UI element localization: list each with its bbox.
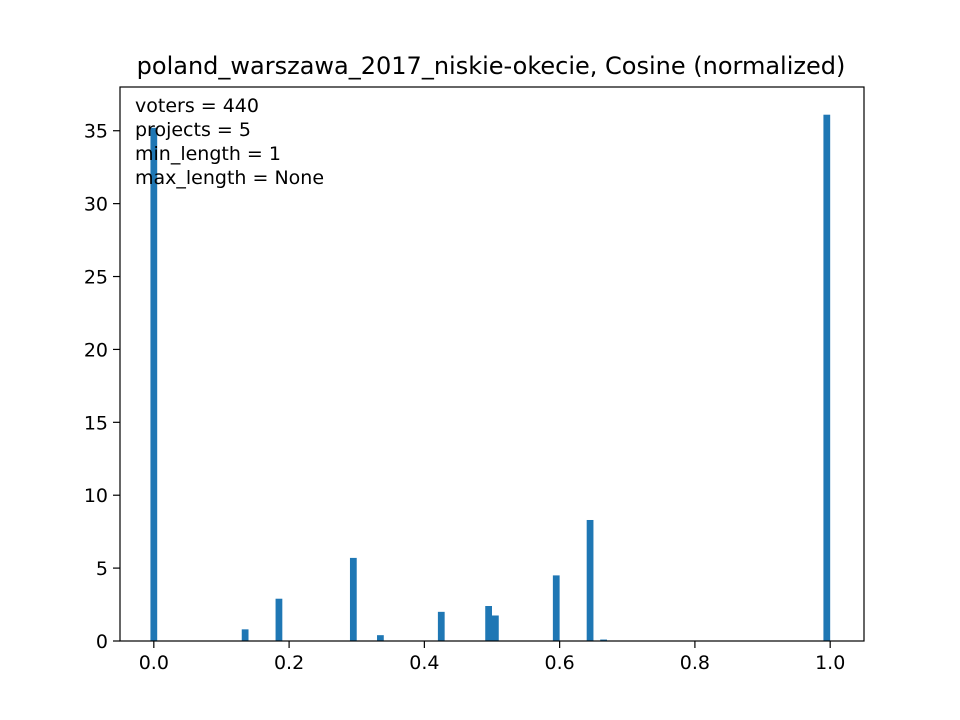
y-tick-label: 20 — [84, 339, 108, 361]
histogram-bar — [437, 611, 445, 641]
histogram-bar — [275, 598, 283, 641]
x-tick-label: 0.4 — [409, 652, 439, 674]
x-tick-label: 0.8 — [680, 652, 710, 674]
stats-annotation-line: projects = 5 — [135, 119, 251, 141]
chart-title: poland_warszawa_2017_niskie-okecie, Cosi… — [137, 52, 846, 80]
y-tick-label: 10 — [84, 485, 108, 507]
histogram-bar — [241, 629, 249, 641]
y-tick-label: 30 — [84, 194, 108, 216]
y-tick-label: 5 — [96, 558, 108, 580]
bars-layer — [150, 114, 831, 641]
histogram-bar — [492, 615, 499, 641]
stats-annotation-line: max_length = None — [135, 167, 324, 189]
axes-frame — [119, 86, 865, 642]
histogram-bar — [377, 635, 384, 641]
histogram-bar — [600, 639, 607, 641]
x-tick-label: 0.6 — [545, 652, 575, 674]
x-tick-label: 1.0 — [815, 652, 845, 674]
histogram-bar — [823, 114, 831, 641]
histogram-bar — [552, 575, 560, 641]
stats-annotation-line: voters = 440 — [135, 95, 259, 117]
y-tick-label: 35 — [84, 121, 108, 143]
x-tick-label: 0.0 — [139, 652, 169, 674]
histogram-bar — [349, 557, 357, 641]
stats-annotation-line: min_length = 1 — [135, 143, 281, 165]
histogram-bar — [150, 127, 158, 641]
y-axis: 0 5 10 15 20 25 30 35 — [84, 121, 120, 653]
y-tick-label: 15 — [84, 412, 108, 434]
histogram-bar — [586, 519, 594, 641]
x-tick-label: 0.2 — [274, 652, 304, 674]
x-axis: 0.0 0.2 0.4 0.6 0.8 1.0 — [139, 641, 845, 674]
histogram-bar — [485, 606, 492, 641]
y-tick-label: 25 — [84, 267, 108, 289]
y-tick-label: 0 — [96, 631, 108, 653]
